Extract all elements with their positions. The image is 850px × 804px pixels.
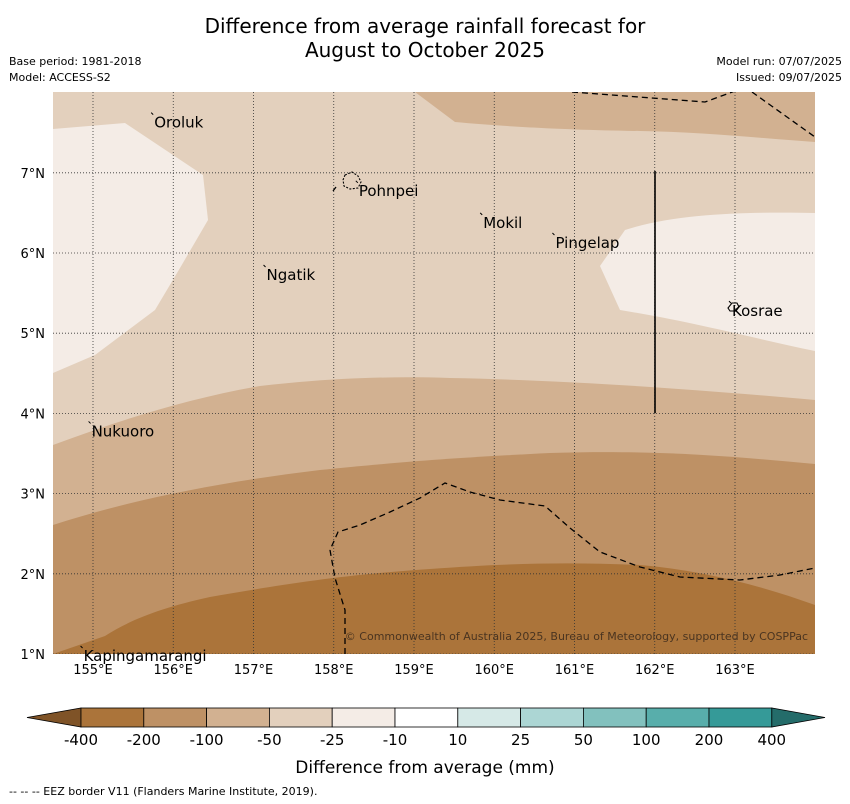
colorbar-segment: [143, 707, 208, 728]
kosrae-island: [727, 302, 740, 312]
colorbar-segment: [520, 707, 584, 728]
colorbar-segment: [331, 707, 396, 728]
colorbar: -400 -200 -100 -50 -25 -10 10 25 50 100 200 400: [26, 707, 826, 749]
colorbar-tick-label: 50: [574, 731, 593, 749]
latitude-label: 7°N: [21, 167, 46, 182]
graticule: [53, 92, 815, 654]
place-marker: [728, 300, 732, 304]
contour-right-patch: [600, 212, 815, 351]
longitude-label: 155°E: [73, 663, 113, 678]
latitude-label: 5°N: [21, 327, 46, 342]
title-line-2: August to October 2025: [304, 38, 546, 62]
model-name: Model: ACCESS-S2: [9, 71, 111, 84]
eez-border-south: [329, 482, 815, 654]
colorbar-tick-label: 400: [757, 731, 786, 749]
colorbar-tick-label: 200: [695, 731, 724, 749]
colorbar-segment: [206, 707, 270, 728]
place-label-kapingamarangi: Kapingamarangi: [84, 647, 207, 665]
place-marker: [263, 264, 266, 268]
colorbar-segment: [394, 707, 459, 728]
place-label-oroluk: Oroluk: [154, 114, 203, 132]
colorbar-over-arrow: [771, 707, 826, 728]
colorbar-tick-label: -25: [320, 731, 345, 749]
pohnpei-island: [342, 171, 362, 190]
title-line-1: Difference from average rainfall forecas…: [204, 14, 646, 38]
eez-borders: [329, 92, 815, 654]
colorbar-segment: [457, 707, 521, 728]
place-marker: [80, 645, 83, 649]
meta-right: Model run: 07/07/2025 Issued: 09/07/2025: [716, 54, 842, 86]
place-label-pingelap: Pingelap: [555, 234, 619, 252]
colorbar-under-arrow: [26, 707, 82, 728]
longitude-label: 157°E: [234, 663, 274, 678]
colorbar-tick-label: -400: [64, 731, 98, 749]
place-label-kosrae: Kosrae: [732, 302, 783, 320]
place-label-nukuoro: Nukuoro: [92, 422, 155, 440]
colorbar-segment: [708, 707, 773, 728]
contour-band-400: [53, 563, 815, 654]
place-label-mokil: Mokil: [483, 214, 522, 232]
latitude-label: 3°N: [21, 488, 46, 503]
base-period: Base period: 1981-2018: [9, 55, 142, 68]
place-marker: [88, 421, 91, 424]
colorbar-segment: [268, 707, 333, 728]
longitude-label: 162°E: [635, 663, 675, 678]
colorbar-tick-label: -200: [127, 731, 161, 749]
longitude-label: 161°E: [555, 663, 595, 678]
colorbar-tick-label: 10: [448, 731, 467, 749]
colorbar-tick-label: -50: [257, 731, 282, 749]
eez-border-pohnpei: [332, 186, 337, 192]
map-title: Difference from average rainfall forecas…: [0, 14, 850, 62]
place-labels: Oroluk Pohnpei Mokil Pingelap Ngatik Kosrae Nu…: [80, 112, 783, 665]
colorbar-segment: [80, 707, 145, 728]
colorbar-segment: [645, 707, 710, 728]
rainfall-map: [53, 92, 815, 654]
colorbar-tick-label: -100: [190, 731, 224, 749]
meta-left: Base period: 1981-2018 Model: ACCESS-S2: [9, 54, 141, 86]
place-label-ngatik: Ngatik: [267, 266, 316, 284]
copyright-text: © Commonwealth of Australia 2025, Bureau…: [345, 630, 808, 643]
latitude-label: 6°N: [21, 247, 46, 262]
place-label-pohnpei: Pohnpei: [359, 182, 419, 200]
colorbar-label: Difference from average (mm): [295, 758, 554, 778]
longitude-label: 160°E: [474, 663, 514, 678]
place-marker: [552, 232, 555, 236]
latitude-label: 2°N: [21, 568, 46, 583]
colorbar-tick-label: 25: [511, 731, 530, 749]
latitude-labels: 7°N 6°N 5°N 4°N 3°N 2°N 1°N: [21, 167, 46, 663]
latitude-label: 1°N: [21, 648, 46, 663]
eez-border-top: [571, 92, 815, 138]
longitude-label: 159°E: [394, 663, 434, 678]
longitude-labels: 155°E 156°E 157°E 158°E 159°E 160°E 161°E 162°E…: [73, 663, 755, 678]
contour-left-patch: [53, 123, 208, 373]
latitude-label: 4°N: [21, 407, 46, 422]
longitude-label: 158°E: [314, 663, 354, 678]
place-marker: [150, 112, 154, 116]
longitude-label: 156°E: [153, 663, 193, 678]
longitude-label: 163°E: [715, 663, 755, 678]
colorbar-tick-label: -10: [383, 731, 408, 749]
colorbar-tick-label: 100: [632, 731, 661, 749]
contour-top-band: [415, 92, 815, 142]
place-marker: [479, 212, 483, 216]
eez-footnote: -- -- -- EEZ border V11 (Flanders Marine…: [9, 785, 318, 798]
model-run: Model run: 07/07/2025: [716, 55, 842, 68]
colorbar-segment: [583, 707, 647, 728]
issued-date: Issued: 09/07/2025: [735, 71, 842, 84]
place-marker: [355, 180, 359, 184]
